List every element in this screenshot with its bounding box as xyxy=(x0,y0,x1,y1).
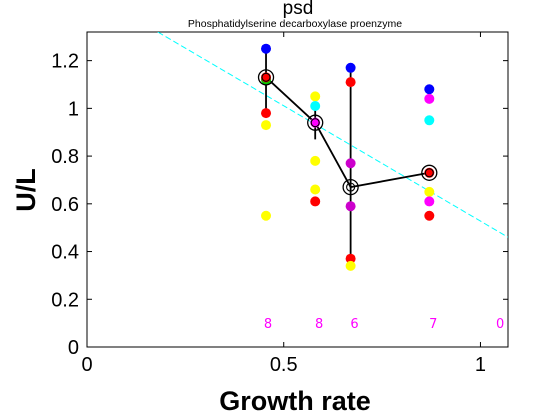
replicate-point xyxy=(424,196,435,207)
replicate-point xyxy=(261,43,272,54)
y-tick-label: 1.2 xyxy=(51,51,79,73)
y-tick-label: 1 xyxy=(68,98,79,120)
x-axis-label: Growth rate xyxy=(219,386,371,416)
replicate-point xyxy=(345,201,356,212)
mean-marker xyxy=(257,69,275,86)
replicate-point xyxy=(345,253,356,264)
mean-marker-inner xyxy=(261,72,271,82)
replicate-point xyxy=(310,91,321,102)
chart-title: psd xyxy=(283,0,314,19)
count-label: 8 xyxy=(315,317,323,332)
mean-marker-inner xyxy=(310,118,320,128)
count-label: 8 xyxy=(264,317,272,332)
replicate-point xyxy=(345,77,356,88)
fit-line xyxy=(157,32,508,238)
plot-area xyxy=(86,31,509,348)
replicate-point xyxy=(310,196,321,207)
chart-subtitle: Phosphatidylserine decarboxylase proenzy… xyxy=(188,18,402,30)
replicate-point xyxy=(261,120,272,131)
replicate-point xyxy=(424,115,435,126)
mean-marker xyxy=(307,114,324,131)
y-tick-label: 0.6 xyxy=(51,194,79,216)
replicate-point xyxy=(310,100,321,111)
y-axis-label: U/L xyxy=(11,168,41,212)
replicate-point xyxy=(345,158,356,169)
x-tick-label: 0 xyxy=(81,354,92,376)
x-tick-label: 1 xyxy=(475,354,486,376)
replicate-point xyxy=(261,210,272,221)
count-label: 6 xyxy=(350,317,358,332)
replicate-point xyxy=(310,155,321,166)
replicate-point xyxy=(310,117,321,128)
mean-marker xyxy=(421,164,438,181)
x-tick-label: 0.5 xyxy=(270,354,298,376)
replicate-point xyxy=(261,108,272,119)
mean-marker xyxy=(342,178,359,196)
y-tick-label: 0 xyxy=(68,337,79,359)
replicate-point xyxy=(424,167,435,178)
mean-marker-inner xyxy=(424,168,434,178)
replicate-point xyxy=(424,84,435,95)
y-tick-label: 0.2 xyxy=(51,289,79,311)
mean-marker-inner xyxy=(346,182,356,192)
replicate-point xyxy=(345,62,356,73)
replicate-point xyxy=(424,186,435,197)
replicate-point xyxy=(310,184,321,195)
replicate-point xyxy=(261,72,272,83)
y-tick-label: 0.8 xyxy=(51,146,79,168)
replicate-point xyxy=(345,260,356,271)
replicate-point xyxy=(424,93,435,104)
count-label: 0 xyxy=(496,317,504,332)
mean-line xyxy=(265,76,430,189)
count-label: 7 xyxy=(429,317,437,332)
y-tick-label: 0.4 xyxy=(51,242,79,264)
replicate-point xyxy=(424,210,435,221)
